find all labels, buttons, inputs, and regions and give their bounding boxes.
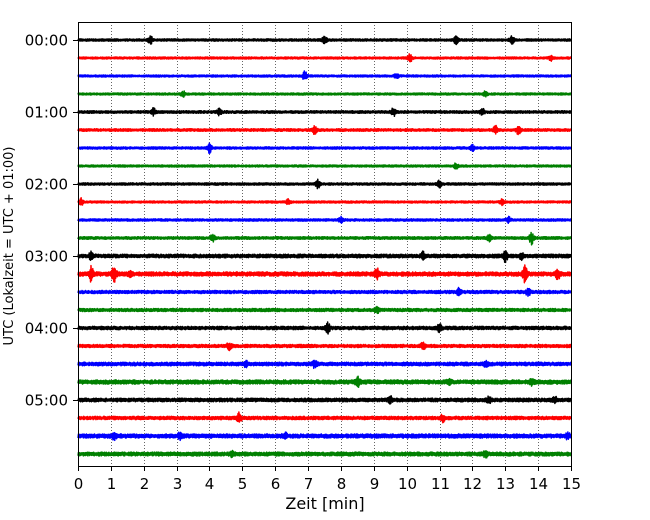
seismogram-trace — [77, 196, 572, 207]
seismogram-trace — [77, 305, 572, 315]
x-tick-label: 1 — [107, 475, 117, 493]
x-tick-label: 12 — [463, 475, 482, 493]
x-tick-label: 2 — [140, 475, 150, 493]
x-tick-label: 10 — [398, 475, 417, 493]
x-tick-label: 4 — [205, 475, 215, 493]
y-tick-label: 01:00 — [25, 104, 68, 122]
x-tick-label: 9 — [370, 475, 380, 493]
seismogram-trace — [77, 411, 572, 424]
seismogram-trace — [77, 231, 572, 246]
x-axis-label: Zeit [min] — [285, 494, 364, 513]
seismogram-trace — [77, 250, 572, 264]
seismogram-trace — [77, 178, 572, 190]
seismogram-trace — [77, 286, 572, 297]
seismogram-trace — [77, 431, 572, 442]
y-tick-label: 03:00 — [25, 248, 68, 266]
x-tick-label: 7 — [304, 475, 314, 493]
seismogram-trace — [77, 341, 572, 352]
gridlines — [111, 22, 539, 466]
plot-frame — [78, 22, 572, 467]
seismogram-trace — [77, 142, 572, 155]
seismogram-trace — [77, 107, 572, 118]
x-tick-label: 5 — [238, 475, 248, 493]
seismogram-trace — [77, 321, 572, 335]
x-axis-ticks: 0 1 2 3 4 5 6 7 8 9 10 11 12 13 14 15 — [74, 466, 581, 493]
seismogram-trace — [77, 395, 572, 405]
seismogram-trace — [77, 124, 572, 136]
x-tick-label: 8 — [337, 475, 347, 493]
x-tick-label: 15 — [562, 475, 581, 493]
y-tick-label: 05:00 — [25, 392, 68, 410]
seismogram-trace — [77, 359, 572, 370]
seismogram-trace — [77, 53, 572, 63]
x-tick-label: 3 — [173, 475, 183, 493]
y-tick-label: 04:00 — [25, 320, 68, 338]
seismogram-trace — [77, 375, 572, 389]
y-axis-ticks: 00:00 01:00 02:00 03:00 04:00 05:00 — [25, 32, 78, 410]
seismogram-trace — [77, 70, 572, 80]
seismogram-trace — [77, 162, 572, 170]
seismogram-trace — [77, 449, 572, 459]
seismogram-trace — [77, 90, 572, 98]
y-tick-label: 02:00 — [25, 176, 68, 194]
y-tick-label: 00:00 — [25, 32, 68, 50]
y-axis-label: UTC (Lokalzeit = UTC + 01:00) — [2, 147, 17, 346]
axes — [78, 22, 572, 467]
seismogram-traces — [77, 35, 572, 459]
x-tick-label: 14 — [529, 475, 548, 493]
x-tick-label: 0 — [74, 475, 84, 493]
seismogram-trace — [77, 35, 572, 46]
x-tick-label: 11 — [431, 475, 450, 493]
seismogram-trace — [77, 264, 572, 284]
x-tick-label: 6 — [271, 475, 281, 493]
x-tick-label: 13 — [496, 475, 515, 493]
seismogram-trace — [77, 215, 572, 225]
